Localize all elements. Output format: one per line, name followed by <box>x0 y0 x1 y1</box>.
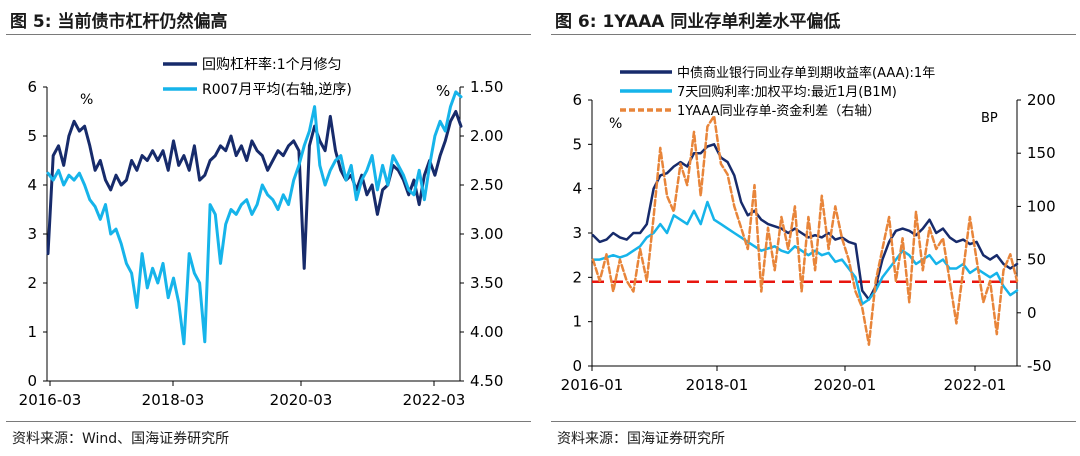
x-tick-label: 2016-03 <box>19 391 82 409</box>
figure-6-top-rule <box>551 34 1076 35</box>
left-tick-label: 1 <box>27 323 37 341</box>
legend-label-1: 中债商业银行同业存单到期收益率(AAA):1年 <box>677 65 935 81</box>
x-tick-label: 2018-01 <box>686 376 749 394</box>
series-line-3 <box>591 114 1019 346</box>
left-tick-label: 2 <box>27 274 37 292</box>
left-tick-label: 1 <box>572 313 582 331</box>
figure-5-source: 资料来源：Wind、国海证券研究所 <box>12 431 230 447</box>
left-tick-label: 3 <box>572 224 582 242</box>
left-unit-label: % <box>609 116 622 132</box>
right-tick-label: 100 <box>1027 197 1056 215</box>
left-tick-label: 4 <box>572 180 582 198</box>
left-tick-label: 2 <box>572 268 582 286</box>
figure-5-bottom-rule <box>6 421 531 422</box>
right-tick-label: 0 <box>1027 304 1037 322</box>
left-tick-label: 4 <box>27 176 37 194</box>
right-tick-label: 1.50 <box>470 78 503 96</box>
left-tick-label: 5 <box>27 127 37 145</box>
x-tick-label: 2016-01 <box>561 376 624 394</box>
right-unit-label: % <box>436 82 450 100</box>
right-tick-label: 200 <box>1027 91 1056 109</box>
figure-5-top-rule <box>6 34 531 35</box>
figure-6-chart: 0 1 2 3 4 5 6 -50 0 50 100 150 200 2016-01 2018-01 2020… <box>561 65 1056 394</box>
figure-5-title: 图 5: 当前债市杠杆仍然偏高 <box>10 12 228 32</box>
series-line-2 <box>46 90 463 346</box>
figure-6-bottom-rule <box>551 421 1076 422</box>
right-unit-label: BP <box>981 111 998 126</box>
figure-5-panel: 图 5: 当前债市杠杆仍然偏高 0 1 2 3 4 5 6 1.50 2.00 2.50 3.00 3… <box>0 0 535 456</box>
legend-label-3: 1YAAA同业存单-资金利差（右轴） <box>677 103 880 119</box>
legend-label-2: 7天回购利率:加权平均:最近1月(B1M) <box>677 84 897 100</box>
legend-label-2: R007月平均(右轴,逆序) <box>202 82 352 98</box>
right-tick-label: 4.50 <box>470 372 503 390</box>
figure-6-source: 资料来源：国海证券研究所 <box>557 431 725 447</box>
left-tick-label: 6 <box>572 91 582 109</box>
right-tick-label: 3.00 <box>470 225 503 243</box>
right-tick-label: 4.00 <box>470 323 503 341</box>
right-tick-label: 2.00 <box>470 127 503 145</box>
right-tick-label: 50 <box>1027 251 1046 269</box>
figure-5-chart: 0 1 2 3 4 5 6 1.50 2.00 2.50 3.00 3.50 4.00 4.50 2016-… <box>19 56 504 409</box>
left-tick-label: 0 <box>572 357 582 375</box>
x-tick-label: 2018-03 <box>142 391 205 409</box>
left-tick-label: 0 <box>27 372 37 390</box>
x-tick-label: 2020-01 <box>814 376 877 394</box>
right-tick-label: -50 <box>1027 357 1052 375</box>
figure-6-panel: 图 6: 1YAAA 同业存单利差水平偏低 0 1 2 3 4 5 6 -50 0 50 100 15… <box>545 0 1080 456</box>
left-unit-label: % <box>80 92 93 108</box>
right-tick-label: 2.50 <box>470 176 503 194</box>
figure-6-title: 图 6: 1YAAA 同业存单利差水平偏低 <box>555 12 841 32</box>
right-tick-label: 150 <box>1027 144 1056 162</box>
left-tick-label: 5 <box>572 135 582 153</box>
left-tick-label: 6 <box>27 78 37 96</box>
series-line-1 <box>46 110 463 270</box>
legend-label-1: 回购杠杆率:1个月修匀 <box>202 56 342 73</box>
left-tick-label: 3 <box>27 225 37 243</box>
series-line-1 <box>591 143 1019 301</box>
x-tick-label: 2022-03 <box>403 391 466 409</box>
right-tick-label: 3.50 <box>470 274 503 292</box>
x-tick-label: 2020-03 <box>270 391 333 409</box>
x-tick-label: 2022-01 <box>944 376 1007 394</box>
